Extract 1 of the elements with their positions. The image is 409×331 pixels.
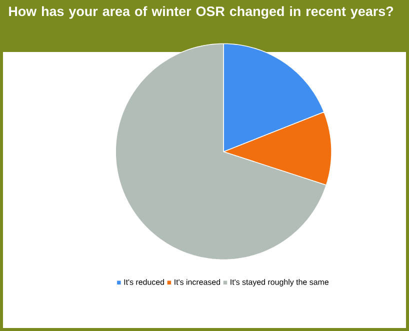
- chart-title: How has your area of winter OSR changed in recent years?: [9, 6, 394, 19]
